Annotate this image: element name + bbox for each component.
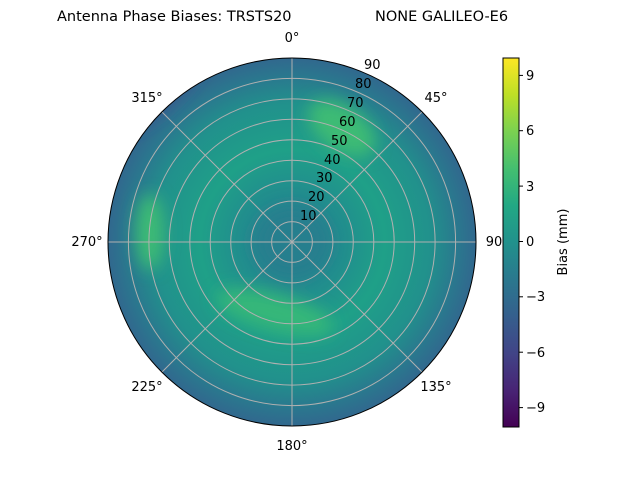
theta-tick-labels: 0° 45° 90 135° 180° 225° 270° 315° [71, 31, 502, 454]
r-tick-labels: 10 20 30 40 50 60 70 80 90 [300, 58, 381, 224]
svg-text:20: 20 [308, 190, 325, 205]
theta-label-90: 90 [486, 235, 503, 250]
colorbar-label: Bias (mm) [556, 209, 571, 276]
theta-label-180: 180° [276, 439, 307, 454]
colorbar-tick-neg9: −9 [526, 401, 545, 416]
colorbar-tick-6: 6 [526, 124, 534, 139]
colorbar-tick-9: 9 [526, 69, 534, 84]
theta-label-135: 135° [420, 380, 451, 395]
polar-grid [108, 58, 476, 426]
svg-text:80: 80 [355, 77, 372, 92]
theta-label-45: 45° [424, 91, 447, 106]
svg-text:60: 60 [339, 115, 356, 130]
colorbar-tick-neg6: −6 [526, 346, 545, 361]
chart-title: Antenna Phase Biases: TRSTS20 [57, 9, 292, 25]
polar-frame [107, 57, 477, 427]
colorbar: 9 6 3 0 −3 −6 −9 Bias (mm) [502, 57, 571, 428]
theta-label-0: 0° [285, 31, 300, 46]
theta-label-315: 315° [131, 91, 162, 106]
theta-label-270: 270° [71, 235, 102, 250]
svg-text:90: 90 [364, 58, 381, 73]
svg-text:30: 30 [316, 171, 333, 186]
chart-subtitle: NONE GALILEO-E6 [375, 9, 509, 25]
svg-text:50: 50 [331, 134, 348, 149]
svg-text:70: 70 [347, 96, 364, 111]
svg-text:40: 40 [324, 153, 341, 168]
theta-label-225: 225° [131, 380, 162, 395]
colorbar-tick-0: 0 [526, 235, 534, 250]
colorbar-tick-neg3: −3 [526, 290, 545, 305]
svg-text:10: 10 [300, 209, 317, 224]
colorbar-tick-3: 3 [526, 180, 534, 195]
